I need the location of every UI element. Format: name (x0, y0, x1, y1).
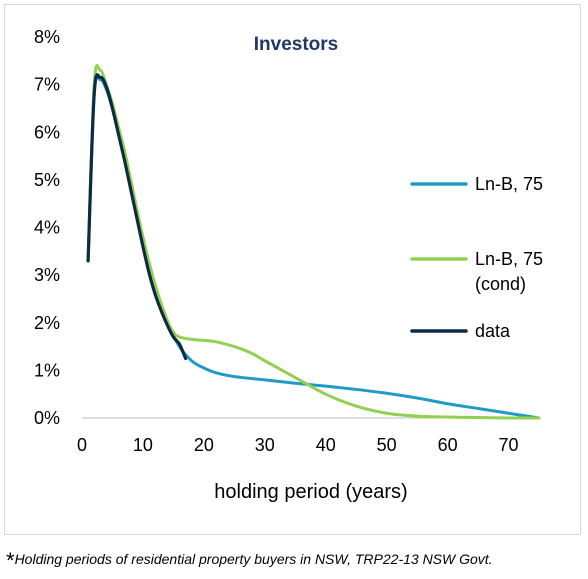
series-lines (86, 64, 541, 420)
legend: Ln-B, 75 Ln-B, 75 (cond) data (410, 174, 543, 341)
y-tick-label: 3% (34, 265, 60, 285)
x-tick-label: 30 (255, 435, 275, 455)
series-line-ln-b-75 (86, 74, 541, 420)
x-tick-label: 20 (194, 435, 214, 455)
y-tick-label: 6% (34, 122, 60, 142)
legend-item-ln-b-75: Ln-B, 75 (475, 174, 543, 194)
legend-item-data: data (475, 321, 511, 341)
x-tick-label: 0 (77, 435, 87, 455)
chart-title: Investors (254, 34, 338, 55)
chart-text: 0% 1% 2% 3% 4% 5% 6% 7% 8% 0 10 20 30 40 50 60 70 Investo… (34, 27, 519, 503)
caption: *Holding periods of residential property… (6, 548, 584, 574)
chart-frame (4, 4, 581, 535)
x-tick-label: 10 (133, 435, 153, 455)
x-tick-label: 40 (316, 435, 336, 455)
y-tick-label: 7% (34, 75, 60, 95)
x-tick-label: 70 (499, 435, 519, 455)
y-tick-label: 4% (34, 218, 60, 238)
caption-marker: * (6, 548, 15, 573)
x-tick-label: 50 (377, 435, 397, 455)
series-line-data (86, 73, 188, 361)
y-tick-label: 5% (34, 170, 60, 190)
caption-text: Holding periods of residential property … (14, 551, 493, 567)
y-tick-label: 2% (34, 313, 60, 333)
series-line-ln-b-75-cond (86, 64, 541, 420)
y-tick-label: 8% (34, 27, 60, 47)
chart: 0% 1% 2% 3% 4% 5% 6% 7% 8% 0 10 20 30 40 50 60 70 Investo… (34, 27, 543, 503)
legend-item-ln-b-75-cond: Ln-B, 75 (cond) (475, 249, 543, 294)
y-tick-label: 0% (34, 408, 60, 428)
x-axis-title: holding period (years) (214, 481, 407, 503)
x-tick-label: 60 (438, 435, 458, 455)
y-tick-label: 1% (34, 360, 60, 380)
